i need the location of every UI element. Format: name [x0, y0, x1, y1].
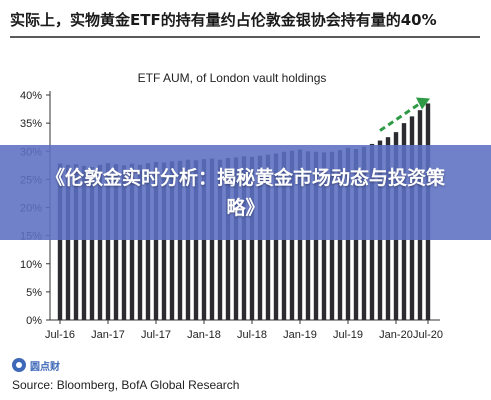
bar	[121, 165, 127, 320]
trend-arrowhead-icon	[416, 97, 430, 110]
y-tick-label: 35%	[20, 118, 42, 130]
publisher-logo: 圆点财	[12, 357, 68, 373]
y-tick-label: 5%	[26, 287, 42, 299]
bar	[105, 163, 111, 320]
bar	[153, 161, 159, 320]
x-tick-label: Jan-18	[187, 329, 221, 341]
logo-text: 圆点财	[30, 362, 60, 373]
chart-title: ETF AUM, of London vault holdings	[138, 71, 327, 85]
logo-icon	[12, 358, 26, 372]
y-tick-label: 40%	[20, 90, 42, 102]
bar	[89, 167, 95, 320]
source-note: Source: Bloomberg, BofA Global Research	[12, 378, 240, 392]
bar	[129, 163, 135, 320]
x-tick-label: Jul-18	[237, 329, 267, 341]
x-tick-label: Jul-19	[333, 329, 363, 341]
bar	[145, 163, 151, 320]
x-tick-label: Jan-20	[379, 329, 413, 341]
headline-divider	[10, 36, 480, 38]
x-tick-label: Jan-17	[91, 329, 125, 341]
bar	[169, 161, 175, 320]
trend-arrow-line	[379, 102, 421, 132]
y-tick-label: 0%	[26, 315, 42, 327]
x-tick-label: Jul-17	[141, 329, 171, 341]
bar	[97, 164, 103, 320]
bar	[81, 165, 87, 320]
bar	[65, 164, 71, 320]
banner-title: 《伦敦金实时分析：揭秘黄金市场动态与投资策略》	[45, 166, 445, 219]
x-tick-label: Jul-16	[45, 329, 75, 341]
y-tick-label: 10%	[20, 259, 42, 271]
x-tick-label: Jul-20	[413, 329, 443, 341]
x-tick-label: Jan-19	[283, 329, 317, 341]
bar	[161, 162, 167, 320]
bar	[177, 160, 183, 320]
bar	[137, 164, 143, 320]
bar	[113, 164, 119, 320]
bar	[193, 160, 199, 320]
bar	[57, 163, 63, 320]
headline: 实际上，实物黄金ETF的持有量约占伦敦金银协会持有量的40%	[10, 11, 437, 29]
bar	[73, 164, 79, 320]
title-banner: 《伦敦金实时分析：揭秘黄金市场动态与投资策略》	[0, 145, 491, 240]
